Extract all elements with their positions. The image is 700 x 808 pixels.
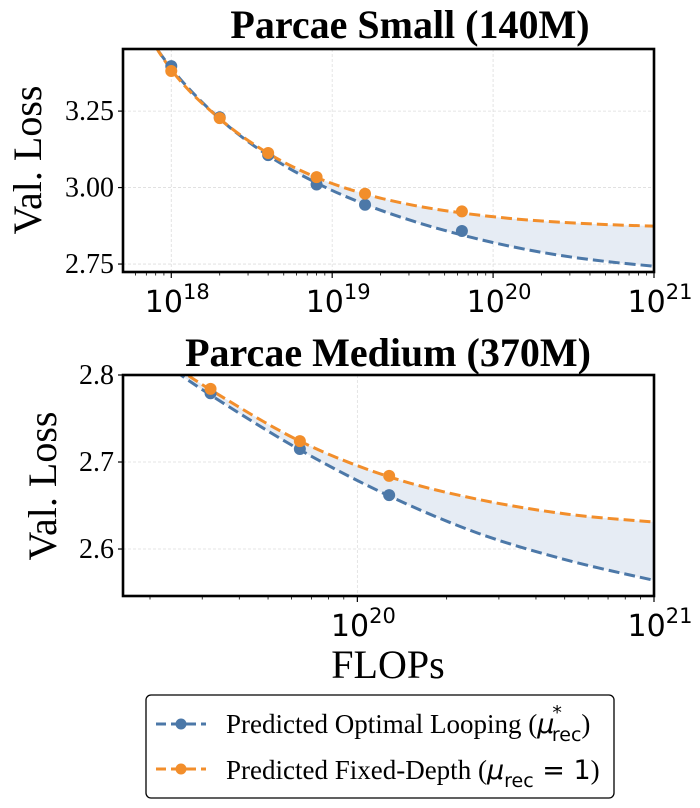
data-point-fixed-depth	[204, 382, 217, 395]
x-tick-base: 10	[628, 285, 666, 320]
x-tick-base: 10	[145, 285, 183, 320]
legend-math-sub: rec	[552, 724, 582, 746]
legend-math-mu: μ	[486, 755, 504, 786]
y-tick-label: 2.6	[79, 534, 114, 565]
legend-math-sup: *	[552, 702, 562, 724]
legend-suffix: )	[591, 755, 600, 785]
legend-item-fixed-depth: Predicted Fixed-Depth (μrec = 1)	[156, 755, 600, 792]
y-axis-label: Val. Loss	[20, 412, 65, 561]
legend-suffix: )	[581, 709, 590, 739]
axes-frame	[121, 373, 656, 598]
x-tick-exponent: 21	[666, 280, 693, 304]
panel-medium: Parcae Medium (370M) Val. Loss FLOPs 102…	[20, 330, 692, 687]
legend-marker-icon	[175, 718, 187, 730]
x-tick-base: 10	[331, 609, 369, 644]
data-point-fixed-depth	[293, 435, 306, 448]
legend-label: Predicted Optimal Looping (μ* rec)	[226, 702, 590, 746]
data-point-fixed-depth	[262, 147, 275, 160]
legend-box	[145, 694, 615, 799]
y-tick-label: 3.00	[65, 173, 114, 204]
x-tick-exponent: 18	[183, 280, 210, 304]
legend-label-text: Predicted Fixed-Depth (	[226, 755, 487, 785]
data-point-fixed-depth	[165, 65, 178, 78]
y-tick-label: 2.75	[65, 249, 114, 280]
legend-math-eq: = 1	[534, 755, 591, 786]
data-point-fixed-depth	[359, 187, 372, 200]
gap-fill-area	[157, 49, 654, 267]
panel-title: Parcae Small (140M)	[230, 2, 589, 47]
x-tick-exponent: 19	[344, 280, 371, 304]
y-tick-label: 3.25	[65, 96, 114, 127]
x-tick-base: 10	[628, 609, 666, 644]
data-point-optimal-looping	[359, 198, 372, 211]
y-tick-label: 2.8	[79, 360, 114, 391]
data-point-fixed-depth	[213, 112, 226, 125]
legend-math-sub: rec	[504, 770, 534, 792]
data-point-fixed-depth	[310, 171, 323, 184]
series-line-fixed-depth	[155, 49, 654, 228]
x-tick-base: 10	[467, 285, 505, 320]
data-point-fixed-depth	[383, 469, 396, 482]
x-tick-label: 1021	[628, 604, 693, 644]
x-tick-label: 1018	[145, 280, 210, 320]
x-tick-label: 1020	[467, 280, 532, 320]
x-tick-base: 10	[306, 285, 344, 320]
y-axis-label: Val. Loss	[5, 86, 50, 235]
x-tick-exponent: 20	[369, 604, 396, 628]
legend-label: Predicted Fixed-Depth (μrec = 1)	[226, 755, 600, 792]
data-point-fixed-depth	[455, 205, 468, 218]
data-point-optimal-looping	[383, 489, 396, 502]
x-tick-exponent: 21	[666, 604, 693, 628]
panel-small: Parcae Small (140M) Val. Loss 1018 1019 10…	[5, 2, 693, 320]
legend-label-text: Predicted Optimal Looping (	[226, 709, 537, 739]
data-point-optimal-looping	[455, 225, 468, 238]
legend-item-optimal-looping: Predicted Optimal Looping (μ* rec)	[156, 702, 590, 746]
x-axis-label: FLOPs	[331, 642, 444, 687]
legend-marker-icon	[175, 763, 187, 775]
x-tick-exponent: 20	[505, 280, 532, 304]
y-tick-label: 2.7	[79, 447, 114, 478]
gap-fill-area	[180, 375, 654, 581]
x-tick-label: 1021	[628, 280, 693, 320]
legend: Predicted Optimal Looping (μ* rec) Predic…	[145, 694, 615, 799]
legend-math-mu: μ	[536, 709, 554, 740]
panel-title: Parcae Medium (370M)	[185, 330, 591, 375]
x-tick-label: 1020	[331, 604, 396, 644]
axes-frame	[121, 47, 656, 274]
x-tick-label: 1019	[306, 280, 371, 320]
